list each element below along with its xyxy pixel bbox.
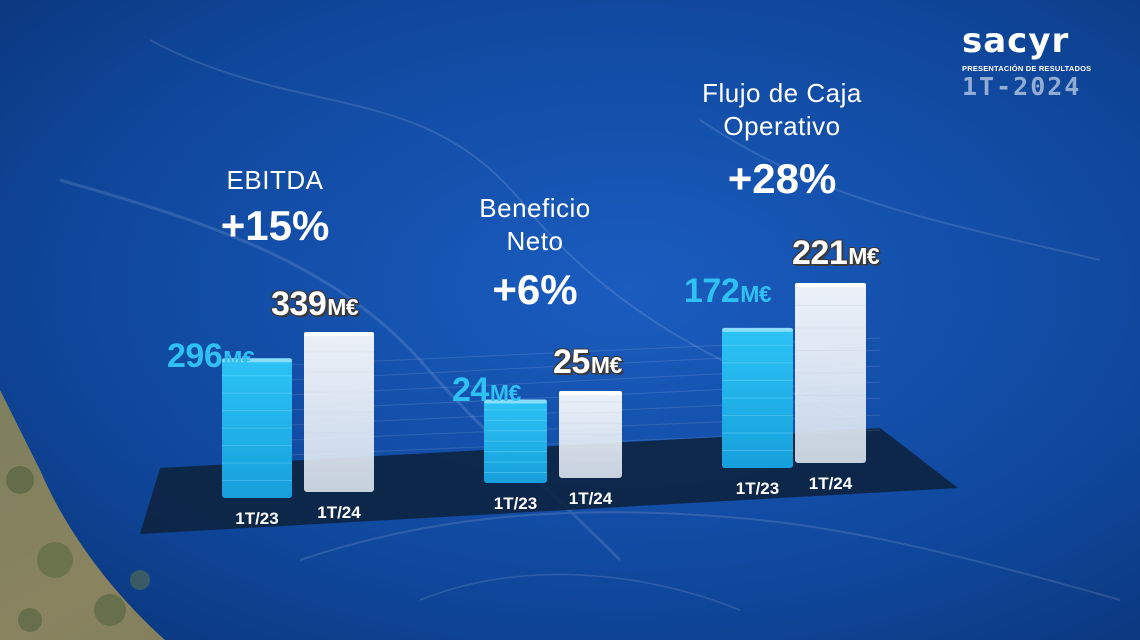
- beneficio-tick-1t24: 1T/24: [569, 489, 613, 508]
- flujo-bar-top-1t23: [722, 327, 793, 332]
- logo-period: 1T-2024: [962, 72, 1082, 101]
- beneficio-title-line-2: Neto: [506, 226, 564, 256]
- beneficio-bar-1t24: [559, 391, 622, 478]
- flujo-change: +28%: [727, 155, 837, 202]
- beneficio-bar-top-1t23: [484, 399, 547, 404]
- logo-subtitle: PRESENTACIÓN DE RESULTADOS: [962, 64, 1092, 73]
- bars-layer: [222, 283, 866, 498]
- flujo-bar-top-1t24: [795, 283, 866, 287]
- sacyr-logo: sacyr PRESENTACIÓN DE RESULTADOS 1T-2024: [962, 21, 1092, 101]
- flujo-bar-body-1t24: [795, 283, 866, 463]
- flujo-tick-1t23: 1T/23: [736, 479, 779, 498]
- ebitda-bar-body-1t24: [304, 332, 374, 492]
- flujo-value-1t23: 172M€: [684, 272, 772, 310]
- ebitda-bar-top-1t24: [304, 332, 374, 336]
- flujo-bar-1t23: [722, 327, 793, 468]
- beneficio-title-line-1: Beneficio: [479, 193, 591, 223]
- ebitda-title: EBITDA: [226, 165, 324, 195]
- ebitda-bar-1t24: [304, 332, 374, 492]
- beneficio-title: Beneficio Neto: [445, 192, 625, 258]
- beneficio-value-1t23: 24M€: [452, 371, 521, 409]
- flujo-tick-1t24: 1T/24: [809, 474, 853, 493]
- beneficio-value-1t24: 25M€: [553, 343, 622, 381]
- beneficio-bar-1t23: [484, 399, 547, 483]
- ebitda-bar-1t23: [222, 358, 292, 498]
- ebitda-bar-top-1t23: [222, 358, 292, 363]
- ebitda-tick-1t24: 1T/24: [317, 503, 361, 522]
- tick-labels: 1T/23 1T/24 1T/23 1T/24 1T/23 1T/24: [235, 474, 853, 528]
- beneficio-bar-body-1t24: [559, 391, 622, 478]
- beneficio-change: +6%: [492, 266, 578, 313]
- beneficio-tick-1t23: 1T/23: [494, 494, 537, 513]
- ebitda-change: +15%: [220, 202, 330, 249]
- terrain-patches: [6, 466, 150, 632]
- beneficio-bar-top-1t24: [559, 391, 622, 395]
- beneficio-bar-body-1t23: [484, 399, 547, 483]
- ebitda-bar-body-1t23: [222, 358, 292, 498]
- ebitda-value-1t23: 296M€: [167, 337, 255, 375]
- ebitda-tick-1t23: 1T/23: [235, 509, 278, 528]
- flujo-value-1t24: 221M€: [792, 234, 880, 272]
- flujo-title-line-1: Flujo de Caja: [702, 78, 862, 108]
- flujo-bar-body-1t23: [722, 327, 793, 468]
- flujo-title: Flujo de Caja Operativo: [677, 77, 887, 143]
- flujo-bar-1t24: [795, 283, 866, 463]
- logo-wordmark: sacyr: [962, 21, 1070, 61]
- flujo-title-line-2: Operativo: [723, 111, 841, 141]
- ebitda-value-1t24: 339M€: [271, 285, 359, 323]
